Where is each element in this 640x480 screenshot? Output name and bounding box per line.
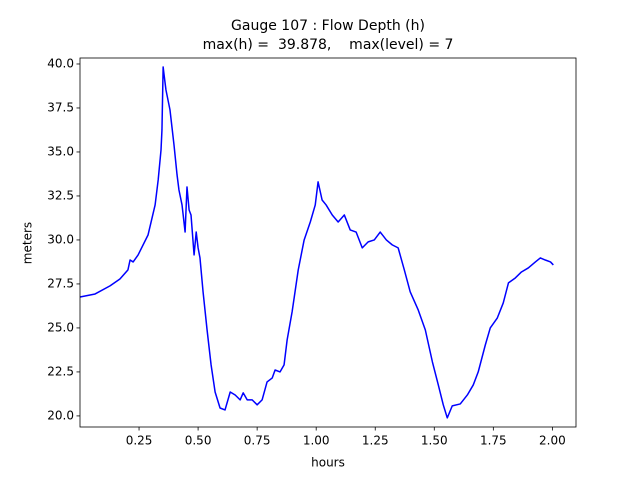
y-tick-label: 27.5	[47, 276, 74, 290]
x-tick-label: 2.00	[539, 434, 566, 448]
y-tick-label: 25.0	[47, 320, 74, 334]
data-line	[79, 66, 554, 419]
y-tick-label: 30.0	[47, 232, 74, 246]
y-axis-label: meters	[21, 222, 35, 264]
y-tick-label: 35.0	[47, 144, 74, 158]
x-tick-label: 1.25	[362, 434, 389, 448]
y-tick-label: 22.5	[47, 364, 74, 378]
x-tick-label: 0.25	[126, 434, 153, 448]
chart-title: Gauge 107 : Flow Depth (h)	[231, 18, 425, 34]
chart-subtitle: max(h) = 39.878, max(level) = 7	[203, 37, 454, 53]
y-tick-label: 37.5	[47, 100, 74, 114]
x-tick-label: 0.50	[185, 434, 212, 448]
y-tick-label: 32.5	[47, 188, 74, 202]
y-tick-label: 20.0	[47, 408, 74, 422]
x-tick-label: 1.75	[480, 434, 507, 448]
x-tick-label: 1.50	[421, 434, 448, 448]
plot-frame	[79, 57, 577, 428]
y-tick-label: 40.0	[47, 56, 74, 70]
x-tick-label: 0.75	[244, 434, 271, 448]
x-axis-label: hours	[311, 456, 345, 470]
x-tick-label: 1.00	[303, 434, 330, 448]
